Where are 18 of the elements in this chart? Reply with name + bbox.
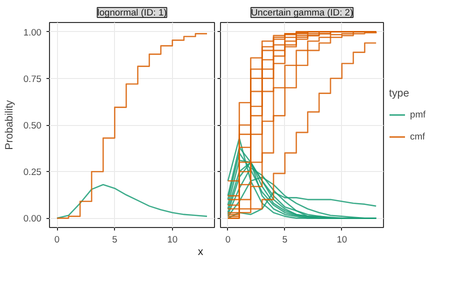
y-tick-label: 0.75 — [23, 74, 42, 84]
x-tick-label: 0 — [225, 234, 231, 244]
legend-title: type — [389, 88, 410, 100]
x-tick-label: 5 — [112, 234, 118, 244]
y-tick-label: 0.00 — [23, 214, 42, 224]
y-tick-label: 0.50 — [23, 120, 42, 130]
x-tick-label: 0 — [54, 234, 60, 244]
legend-label: pmf — [410, 110, 427, 120]
y-tick-label: 1.00 — [23, 27, 42, 38]
chart-title: Uncertain gamma (ID: 2) — [250, 8, 354, 18]
chart-title: lognormal (ID: 1) — [97, 8, 167, 18]
x-tick-label: 10 — [167, 234, 178, 244]
y-axis-title: Probability — [3, 99, 16, 150]
legend-label: cmf — [410, 132, 426, 142]
x-tick-label: 10 — [336, 234, 348, 244]
x-axis-title: x — [198, 246, 204, 258]
y-tick-label: 0.25 — [23, 167, 42, 178]
x-tick-label: 5 — [282, 234, 288, 244]
